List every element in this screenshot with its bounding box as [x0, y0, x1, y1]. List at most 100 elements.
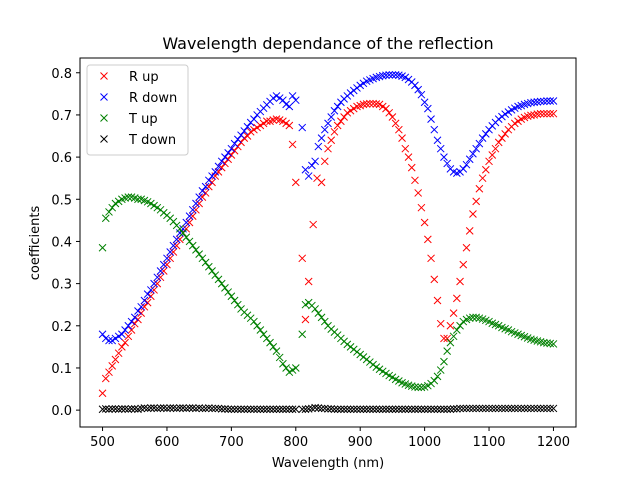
data-point [288, 92, 297, 100]
data-point [414, 405, 423, 414]
data-point [543, 109, 551, 118]
data-point [324, 144, 332, 153]
data-point [105, 368, 113, 377]
data-point [456, 277, 464, 286]
data-point [401, 144, 410, 153]
data-point [201, 258, 210, 267]
data-point [243, 122, 252, 131]
data-point [449, 309, 458, 317]
data-point [175, 404, 184, 412]
data-point [182, 224, 191, 233]
data-point [192, 246, 200, 254]
data-point [185, 237, 194, 246]
data-point [275, 405, 284, 414]
data-point [108, 361, 117, 370]
data-point [269, 405, 278, 414]
data-point [469, 210, 477, 218]
x-tick-label: 1000 [408, 435, 441, 450]
data-point [188, 241, 197, 250]
data-point [462, 404, 471, 413]
data-point [121, 326, 129, 334]
data-point [124, 321, 133, 330]
data-point [279, 405, 287, 414]
data-point [179, 229, 187, 237]
data-point [536, 404, 545, 413]
data-point [459, 165, 468, 173]
data-point [298, 405, 307, 414]
data-point [372, 405, 381, 414]
data-point [266, 405, 274, 414]
data-point [417, 203, 426, 212]
data-point [549, 109, 558, 118]
data-point [320, 157, 329, 166]
data-point [414, 85, 423, 94]
legend-box [86, 64, 189, 156]
series-t-up [98, 193, 558, 392]
data-point [436, 366, 445, 374]
data-point [114, 405, 123, 414]
data-point [382, 104, 390, 113]
data-point [481, 165, 490, 174]
x-tick-label: 900 [348, 435, 373, 450]
data-point [536, 97, 545, 106]
data-point [469, 313, 477, 322]
data-point [179, 404, 187, 412]
x-tick-label: 1200 [537, 435, 570, 450]
data-point [436, 405, 445, 414]
data-point [140, 296, 149, 305]
data-point [411, 383, 419, 391]
data-point [446, 338, 455, 347]
data-point [192, 199, 200, 208]
data-point [134, 307, 142, 315]
data-point [156, 267, 165, 275]
data-point [395, 405, 403, 414]
data-point [378, 71, 387, 80]
data-point [143, 404, 152, 413]
data-point [417, 90, 426, 99]
data-point [101, 405, 110, 413]
data-point [443, 347, 452, 355]
data-point [465, 404, 474, 413]
data-point [433, 296, 442, 305]
data-point [533, 404, 542, 413]
legend-marker [100, 93, 108, 101]
data-point [501, 130, 509, 138]
data-point [469, 149, 477, 158]
data-point [494, 138, 503, 147]
x-tick-label: 1100 [472, 435, 505, 450]
data-point [118, 330, 126, 339]
data-point [98, 330, 107, 339]
data-point [427, 405, 435, 414]
data-point [382, 71, 390, 80]
data-point [539, 338, 548, 347]
data-point [546, 97, 555, 105]
y-tick-label: 0.1 [51, 362, 72, 377]
data-point [285, 405, 294, 414]
x-tick-label: 800 [283, 435, 308, 450]
data-point [475, 139, 484, 148]
data-point [169, 248, 178, 256]
data-point [163, 254, 171, 263]
data-point [501, 404, 509, 413]
data-point [124, 332, 133, 341]
data-point [288, 405, 297, 414]
data-point [275, 353, 284, 362]
legend-marker [100, 72, 108, 80]
x-axis: 500 600 700 800 900 1000 1100 1200 [90, 427, 570, 450]
data-point [153, 279, 162, 288]
data-point [514, 404, 522, 413]
data-point [108, 405, 117, 413]
data-point [118, 343, 126, 351]
data-point [333, 102, 342, 111]
data-point [533, 98, 542, 106]
data-point [166, 248, 175, 256]
data-point [298, 254, 307, 263]
data-point [317, 313, 326, 322]
data-point [443, 405, 452, 414]
data-point [240, 405, 249, 414]
data-point [105, 336, 113, 345]
series-r-up [98, 99, 558, 398]
data-point [285, 102, 294, 111]
data-point [382, 405, 390, 414]
